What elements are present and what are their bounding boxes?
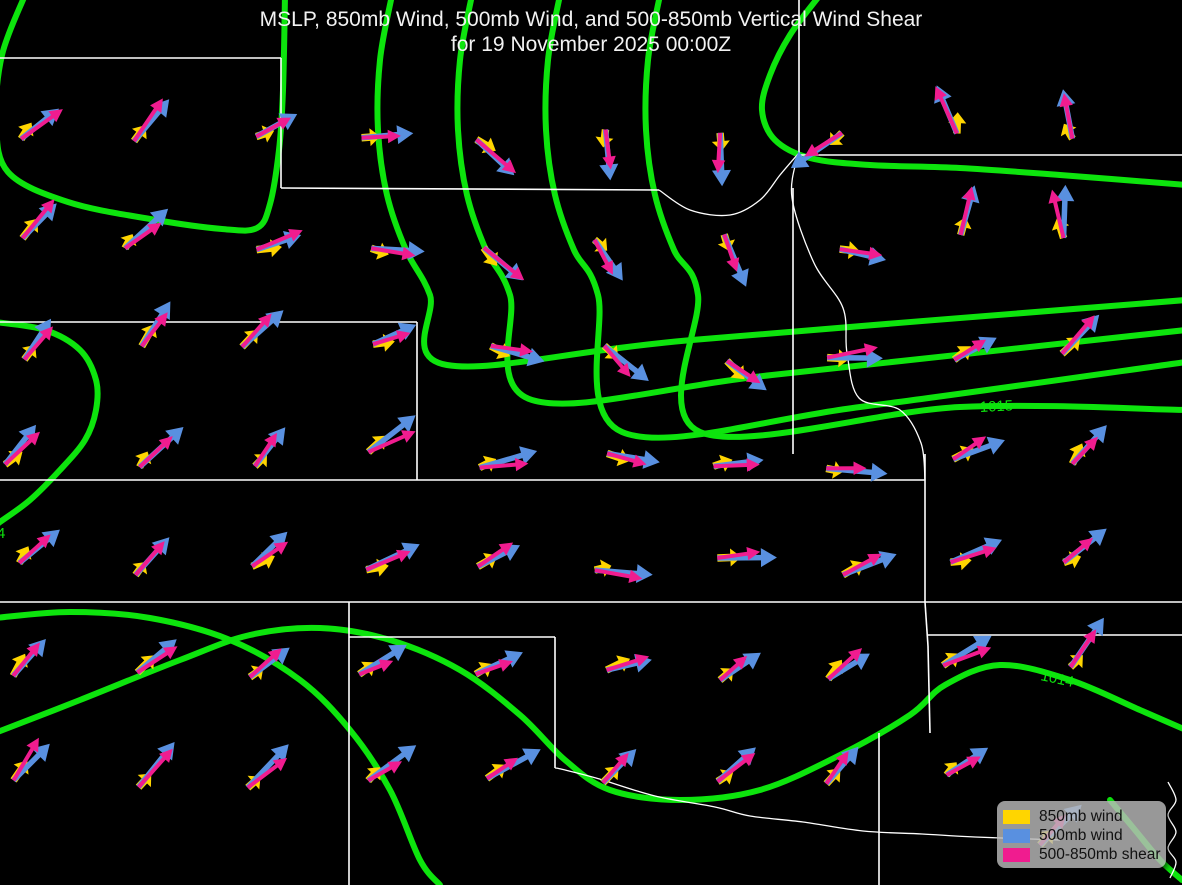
svg-text:1014: 1014 [0, 525, 5, 542]
svg-text:1014: 1014 [1039, 667, 1075, 691]
svg-text:1015: 1015 [979, 397, 1013, 416]
